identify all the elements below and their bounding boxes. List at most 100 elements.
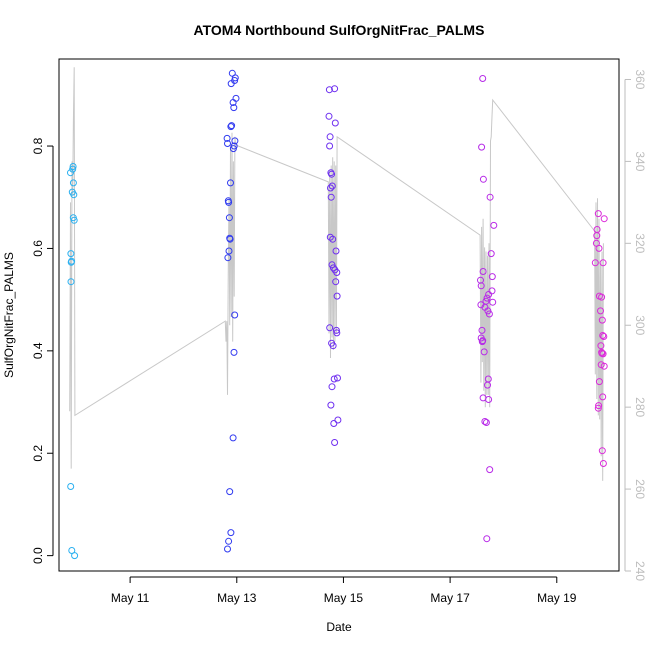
- scatter-point: [227, 179, 234, 187]
- scatter-point: [485, 310, 493, 318]
- scatter-point: [332, 247, 340, 255]
- scatter-point: [331, 119, 339, 127]
- scatter-point: [223, 134, 231, 142]
- scatter-point: [67, 483, 75, 490]
- scatter-point: [70, 191, 78, 199]
- scatter-point: [479, 175, 487, 183]
- x-tick-label: May 11: [111, 591, 150, 605]
- scatter-point: [481, 418, 489, 425]
- scatter-point: [325, 86, 333, 94]
- scatter-point: [225, 247, 233, 255]
- scatter-point: [232, 94, 240, 102]
- scatter-point: [332, 278, 340, 286]
- line-series-layer: [69, 67, 604, 481]
- scatter-point: [599, 393, 607, 401]
- scatter-point: [69, 163, 77, 170]
- scatter-point: [591, 259, 599, 267]
- scatter-point: [485, 396, 493, 403]
- scatter-point: [231, 137, 239, 145]
- scatter-point: [328, 182, 336, 190]
- right-tick-label: 300: [633, 315, 647, 335]
- scatter-point: [594, 404, 602, 412]
- scatter-point: [483, 294, 491, 302]
- scatter-point: [225, 214, 233, 222]
- right-axis: 240 260 280 300 320 340 360: [624, 69, 647, 581]
- right-tick-label: 280: [633, 397, 647, 417]
- scatter-point: [67, 278, 75, 286]
- scatter-point: [225, 537, 233, 545]
- scatter-point: [224, 140, 231, 147]
- scatter-point: [485, 291, 493, 298]
- x-tick-label: May 17: [430, 591, 470, 605]
- scatter-point: [594, 210, 602, 218]
- scatter-point: [599, 460, 607, 467]
- scatter-point: [224, 254, 232, 262]
- scatter-point: [68, 257, 76, 265]
- scatter-point: [332, 326, 340, 334]
- scatter-point: [325, 112, 333, 120]
- scatter-point: [595, 378, 603, 386]
- x-tick-label: May 19: [537, 591, 577, 605]
- scatter-point: [484, 381, 491, 389]
- scatter-point: [478, 326, 486, 334]
- right-tick-label: 260: [633, 479, 647, 499]
- scatter-point: [70, 216, 78, 224]
- scatter-point: [595, 402, 603, 410]
- scatter-point: [333, 292, 341, 300]
- scatter-point: [478, 143, 486, 151]
- scatter-point: [593, 232, 601, 240]
- scatter-point: [599, 350, 607, 358]
- scatter-point: [326, 133, 334, 141]
- scatter-point: [331, 85, 339, 93]
- y-tick-label: 0.6: [31, 240, 45, 257]
- right-tick-label: 320: [633, 233, 647, 253]
- scatter-point: [482, 419, 490, 426]
- scatter-point: [67, 169, 74, 177]
- scatter-point: [329, 264, 337, 272]
- scatter-point: [489, 298, 497, 306]
- x-tick-label: May 13: [217, 591, 257, 605]
- scatter-point: [330, 375, 338, 383]
- scatter-point: [330, 420, 338, 427]
- scatter-point: [226, 488, 234, 496]
- y-axis-label: SulfOrgNitFrac_PALMS: [2, 252, 16, 378]
- scatter-point: [328, 170, 336, 178]
- scatter-point: [231, 311, 239, 319]
- scatter-point: [600, 333, 608, 340]
- scatter-point: [231, 74, 239, 82]
- scatter-point: [598, 293, 606, 301]
- scatter-point: [227, 123, 235, 131]
- scatter-point: [486, 193, 494, 201]
- scatter-point: [230, 348, 238, 356]
- scatter-point: [229, 145, 237, 153]
- scatter-point: [483, 535, 491, 543]
- right-tick-label: 240: [633, 561, 647, 581]
- scatter-point: [480, 348, 488, 356]
- chart-title: ATOM4 Northbound SulfOrgNitFrac_PALMS: [194, 22, 485, 38]
- scatter-point: [598, 447, 606, 455]
- scatter-point: [487, 250, 495, 258]
- plot-area-frame: [58, 58, 620, 572]
- scatter-point: [597, 307, 604, 315]
- scatter-point: [228, 122, 236, 130]
- y-tick-label: 0.0: [31, 547, 45, 564]
- scatter-point: [599, 332, 607, 339]
- scatter-point: [599, 259, 607, 267]
- scatter-point: [597, 342, 605, 350]
- y-tick-label: 0.8: [31, 137, 45, 154]
- scatter-point: [329, 342, 337, 350]
- right-tick-label: 360: [633, 69, 647, 89]
- scatter-point: [334, 416, 342, 424]
- scatter-point: [327, 401, 335, 409]
- scatter-point: [331, 439, 339, 446]
- scatter-point: [67, 250, 75, 258]
- y-tick-label: 0.4: [31, 342, 45, 359]
- scatter-point: [600, 362, 608, 370]
- right-tick-label: 340: [633, 151, 647, 171]
- scatter-point: [478, 338, 486, 346]
- scatter-point: [595, 244, 603, 252]
- scatter-point: [226, 235, 234, 243]
- scatter-point: [333, 329, 341, 337]
- scatter-point: [229, 434, 237, 442]
